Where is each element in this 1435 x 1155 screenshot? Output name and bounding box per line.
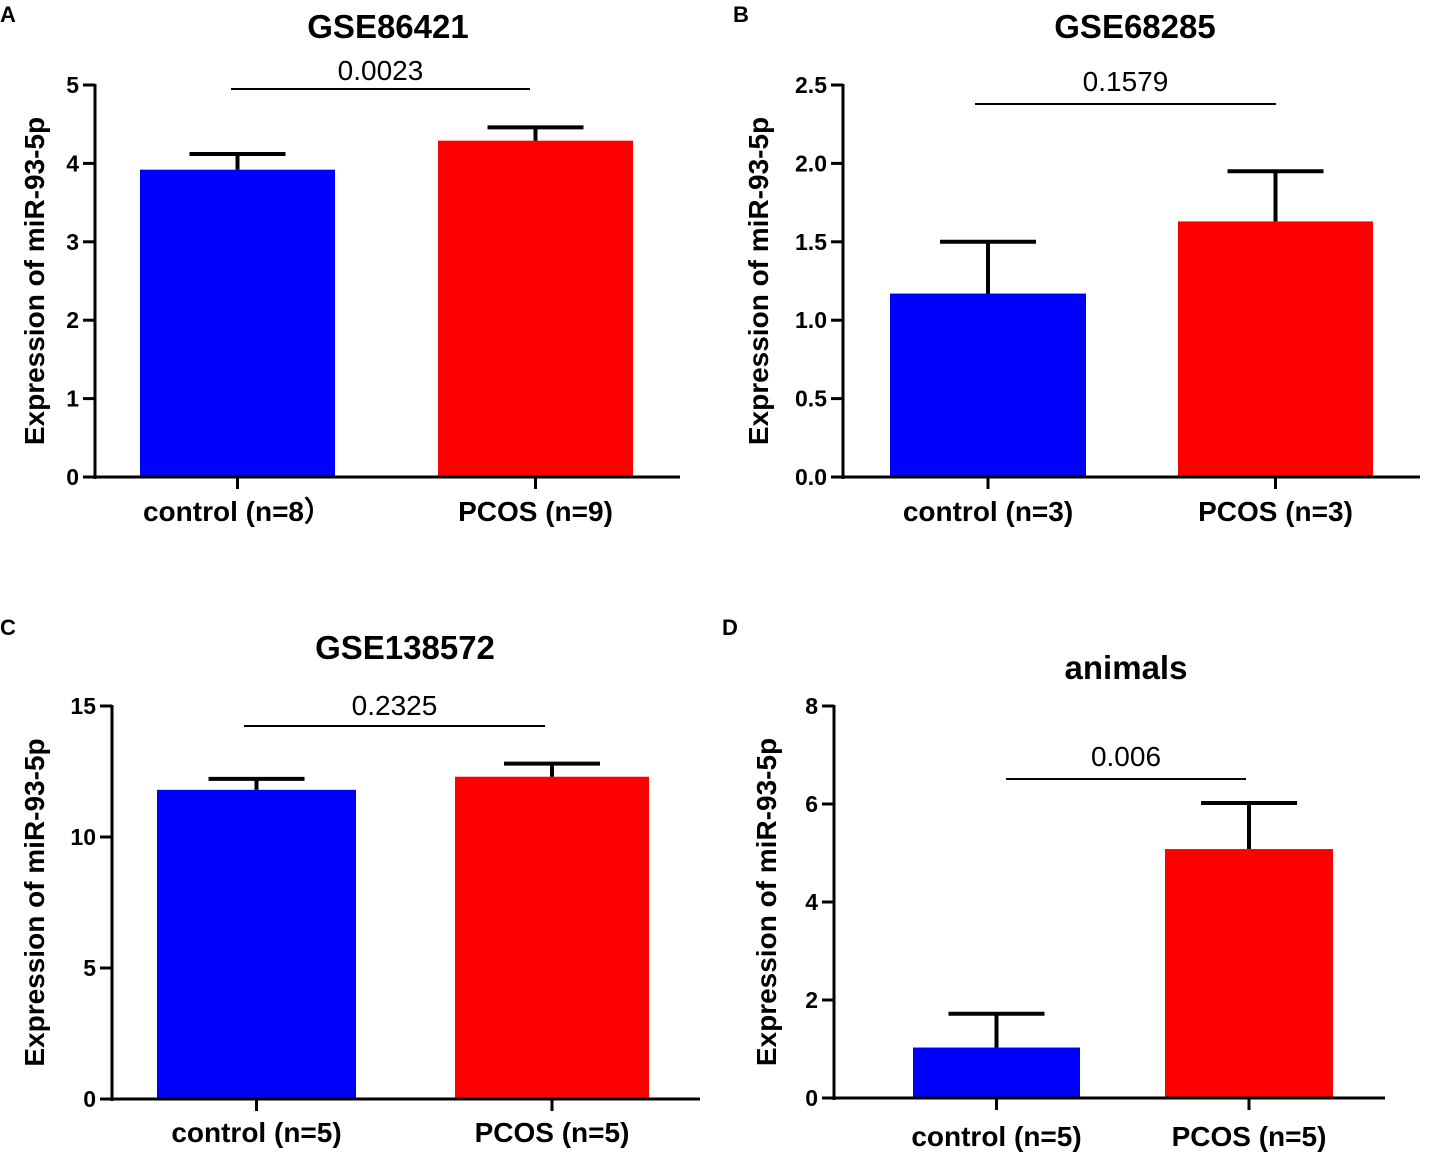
- panel-letter: A: [0, 2, 16, 27]
- error-bar-pcos: [1227, 169, 1324, 222]
- x-tick-label: PCOS (n=9): [458, 496, 613, 527]
- error-bar-pcos: [1201, 801, 1297, 850]
- y-tick-label: 0.0: [795, 464, 827, 490]
- x-tick-label: PCOS (n=5): [1172, 1121, 1327, 1152]
- y-axis-title: Expression of miR-93-5p: [743, 117, 774, 445]
- bar-pcos: [455, 776, 649, 1099]
- y-tick-label: 4: [66, 150, 79, 176]
- x-tick-label: control (n=5): [911, 1121, 1081, 1152]
- bar-pcos: [438, 140, 633, 477]
- y-tick-label: 1: [66, 386, 79, 412]
- y-tick-label: 3: [66, 229, 79, 255]
- x-tick-label: PCOS (n=5): [475, 1117, 630, 1148]
- y-tick-label: 1.0: [795, 307, 827, 333]
- y-tick-label: 2.0: [795, 150, 827, 176]
- y-tick-label: 0.5: [795, 386, 827, 412]
- p-value-label: 0.0023: [338, 55, 424, 86]
- y-tick-label: 10: [70, 824, 96, 850]
- bar-control: [890, 293, 1086, 477]
- y-tick-label: 5: [83, 955, 96, 981]
- y-axis-title: Expression of miR-93-5p: [19, 117, 50, 445]
- bar-pcos: [1178, 221, 1373, 477]
- chart-title: GSE86421: [307, 8, 468, 45]
- error-bar-control: [940, 239, 1036, 294]
- y-axis-title: Expression of miR-93-5p: [19, 738, 50, 1066]
- panel-a: A GSE86421 Expression of miR-93-5p 0 1 2 3 4 5 co…: [0, 2, 680, 527]
- y-tick-label: 5: [66, 72, 79, 98]
- p-value-label: 0.1579: [1083, 66, 1169, 97]
- chart-title: GSE68285: [1054, 8, 1215, 45]
- error-bar-control: [189, 151, 286, 170]
- x-tick-label: control (n=3): [903, 496, 1073, 527]
- panel-letter: C: [0, 615, 16, 640]
- bar-pcos: [1165, 849, 1333, 1098]
- error-bar-control: [208, 776, 305, 790]
- y-tick-label: 2.5: [795, 72, 827, 98]
- chart-title: GSE138572: [315, 629, 495, 666]
- y-tick-label: 1.5: [795, 229, 827, 255]
- y-axis-title: Expression of miR-93-5p: [751, 738, 782, 1066]
- error-bar-control: [948, 1011, 1045, 1048]
- panel-b: B GSE68285 Expression of miR-93-5p 0.0 0.5 1.…: [733, 2, 1420, 527]
- chart-title: animals: [1065, 649, 1188, 686]
- y-tick-label: 2: [805, 987, 818, 1013]
- bar-control: [913, 1047, 1080, 1098]
- y-tick-label: 4: [805, 889, 818, 915]
- error-bar-pcos: [487, 125, 584, 141]
- x-tick-label: PCOS (n=3): [1198, 496, 1353, 527]
- y-tick-label: 6: [805, 791, 818, 817]
- y-tick-label: 0: [66, 464, 79, 490]
- x-tick-label: control (n=8）: [143, 495, 332, 527]
- panel-letter: D: [722, 615, 738, 640]
- y-tick-label: 15: [70, 693, 96, 719]
- y-tick-label: 0: [805, 1085, 818, 1111]
- error-bar-pcos: [504, 761, 600, 777]
- bar-control: [140, 169, 335, 477]
- y-tick-label: 0: [83, 1086, 96, 1112]
- p-value-label: 0.2325: [352, 690, 438, 721]
- p-value-label: 0.006: [1091, 741, 1161, 772]
- panel-letter: B: [733, 2, 749, 27]
- bar-control: [157, 789, 356, 1099]
- y-tick-label: 2: [66, 307, 79, 333]
- panel-c: C GSE138572 Expression of miR-93-5p 0 5 10 15 c…: [0, 615, 700, 1148]
- x-tick-label: control (n=5): [171, 1117, 341, 1148]
- y-tick-label: 8: [805, 693, 818, 719]
